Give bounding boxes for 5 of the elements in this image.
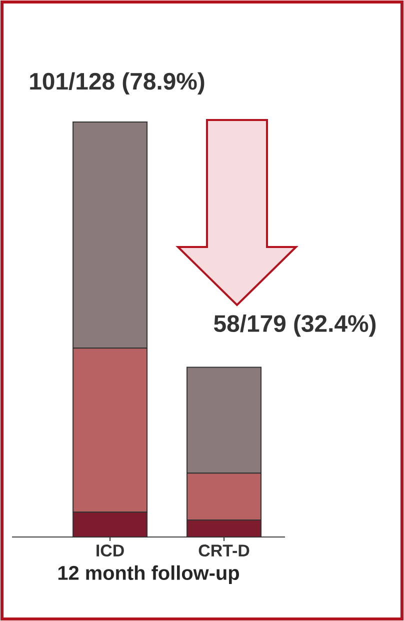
x-tick-label: ICD <box>96 544 124 557</box>
total-label: 101/128 (78.9%) <box>30 72 204 94</box>
total-label: 58/179 (32.4%) <box>214 314 376 337</box>
x-tick-label: CRT-D <box>198 544 250 557</box>
x-axis-title: 12 month follow-up <box>58 565 240 584</box>
